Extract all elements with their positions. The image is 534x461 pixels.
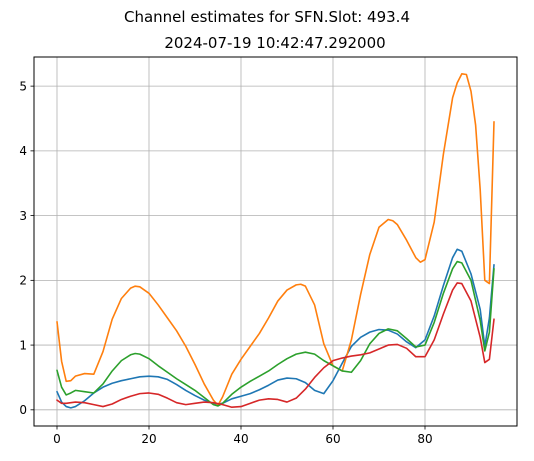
axes-frame <box>33 56 518 427</box>
series-line-4 <box>56 282 495 409</box>
y-tick-label: 0 <box>19 403 27 417</box>
axis-ticks: 0 20 40 60 80 0 1 2 3 4 5 <box>19 79 432 446</box>
series-line-1 <box>56 248 495 409</box>
grid <box>34 57 517 426</box>
chart-title: Channel estimates for SFN.Slot: 493.4 <box>124 8 410 26</box>
y-tick-label: 3 <box>19 209 27 223</box>
y-tick-label: 4 <box>19 144 27 158</box>
x-tick-label: 40 <box>233 432 248 446</box>
x-tick-label: 80 <box>417 432 432 446</box>
x-tick-label: 60 <box>325 432 340 446</box>
y-tick-label: 5 <box>19 79 27 93</box>
series-line-3 <box>56 260 495 407</box>
y-tick-label: 1 <box>19 338 27 352</box>
x-tick-label: 20 <box>141 432 156 446</box>
series-lines <box>56 73 495 409</box>
x-tick-label: 0 <box>53 432 61 446</box>
chart-subtitle-timestamp: 2024-07-19 10:42:47.292000 <box>164 34 386 52</box>
y-tick-label: 2 <box>19 274 27 288</box>
series-line-2 <box>56 73 495 407</box>
